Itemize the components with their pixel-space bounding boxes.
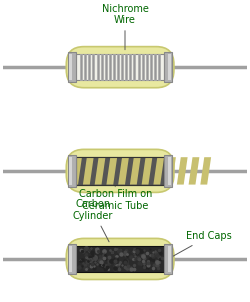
Polygon shape	[95, 157, 106, 185]
Polygon shape	[165, 157, 176, 185]
Text: Carbon
Cylinder: Carbon Cylinder	[72, 199, 113, 242]
Polygon shape	[71, 157, 82, 185]
Bar	[76, 157, 164, 185]
Polygon shape	[130, 157, 141, 185]
Bar	[76, 54, 164, 80]
Bar	[76, 157, 164, 185]
Polygon shape	[153, 157, 164, 185]
Bar	[68, 53, 76, 82]
Polygon shape	[188, 157, 199, 185]
Polygon shape	[200, 157, 211, 185]
Bar	[69, 54, 72, 80]
Bar	[76, 246, 164, 272]
Bar	[69, 246, 72, 272]
Bar	[164, 244, 172, 274]
Polygon shape	[118, 157, 129, 185]
FancyBboxPatch shape	[66, 149, 174, 192]
FancyBboxPatch shape	[66, 238, 174, 279]
Bar	[68, 155, 76, 187]
Text: Carbon Film on
Ceramic Tube: Carbon Film on Ceramic Tube	[78, 187, 152, 211]
Text: End Caps: End Caps	[170, 231, 232, 258]
Bar	[164, 53, 172, 82]
Text: Nichrome
Wire: Nichrome Wire	[102, 4, 148, 50]
Bar	[69, 157, 72, 185]
Bar	[68, 244, 76, 274]
Bar	[168, 157, 171, 185]
FancyBboxPatch shape	[66, 47, 174, 88]
Polygon shape	[177, 157, 188, 185]
Bar	[168, 246, 171, 272]
Polygon shape	[106, 157, 117, 185]
Bar	[164, 155, 172, 187]
Bar	[168, 54, 171, 80]
Polygon shape	[83, 157, 94, 185]
Polygon shape	[142, 157, 152, 185]
